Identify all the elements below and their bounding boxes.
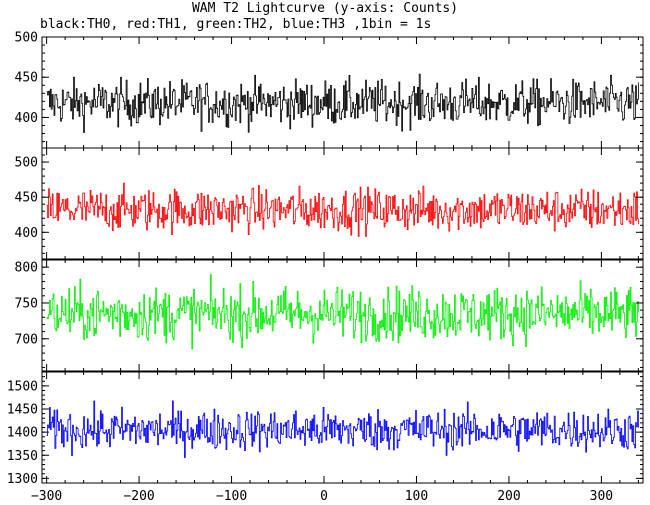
x-tick-label: 100 — [405, 489, 428, 504]
series-line-th0 — [46, 73, 639, 133]
y-tick-label-th1: 500 — [15, 156, 38, 171]
x-tick-label: −300 — [31, 489, 62, 504]
y-tick-label-th3: 1400 — [7, 426, 38, 441]
panel-frame-th0 — [41, 36, 644, 149]
x-tick-label: 0 — [320, 489, 328, 504]
y-tick-label-th1: 400 — [15, 226, 38, 241]
y-tick-label-th0: 400 — [15, 111, 38, 126]
y-tick-label-th0: 450 — [15, 71, 38, 86]
y-tick-label-th1: 450 — [15, 191, 38, 206]
x-tick-label: −100 — [216, 489, 247, 504]
y-tick-label-th2: 750 — [15, 296, 38, 311]
series-line-th3 — [46, 400, 639, 458]
y-tick-label-th3: 1450 — [7, 403, 38, 418]
x-tick-label: −200 — [123, 489, 154, 504]
x-tick-label: 200 — [497, 489, 520, 504]
y-tick-label-th2: 700 — [15, 332, 38, 347]
x-tick-label: 300 — [590, 489, 613, 504]
y-tick-label-th3: 1300 — [7, 472, 38, 487]
y-tick-label-th2: 800 — [15, 261, 38, 276]
chart-subtitle: black:TH0, red:TH1, green:TH2, blue:TH3 … — [40, 17, 432, 32]
y-tick-label-th3: 1350 — [7, 449, 38, 464]
chart-title: WAM T2 Lightcurve (y-axis: Counts) — [191, 1, 459, 16]
y-tick-label-th0: 500 — [15, 31, 38, 46]
y-tick-label-th3: 1500 — [7, 379, 38, 394]
panel-frame-th1 — [41, 147, 644, 260]
series-line-th2 — [46, 274, 639, 350]
series-line-th1 — [46, 182, 639, 237]
